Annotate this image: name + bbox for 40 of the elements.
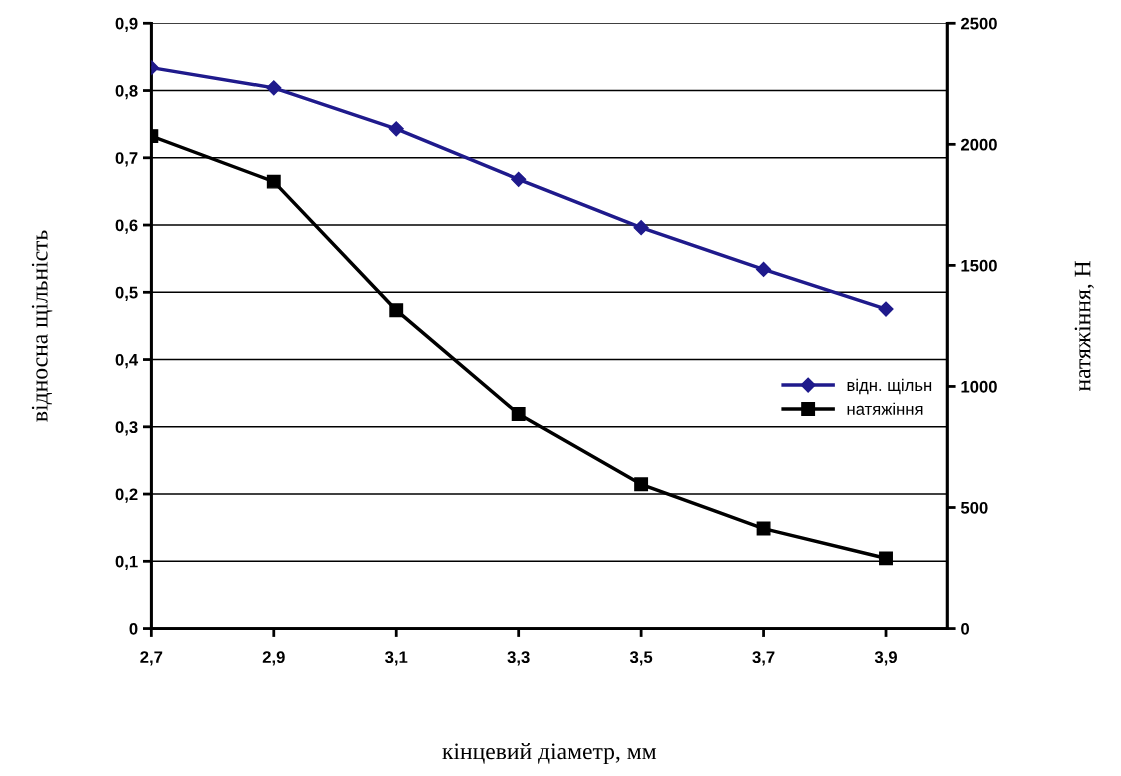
point xyxy=(878,301,894,317)
point xyxy=(756,521,771,536)
y2-tick-label: 1500 xyxy=(961,259,997,272)
y-tick-label: 0,7 xyxy=(115,152,138,167)
y-tick-label: 0,5 xyxy=(115,286,138,301)
y2-tick-label: 2000 xyxy=(961,138,997,151)
y2-tick-label: 2500 xyxy=(961,17,997,30)
y-axis-title: відносна щільність xyxy=(31,230,53,422)
y2-tick-label: 0 xyxy=(961,622,970,635)
point xyxy=(266,80,282,96)
y-tick-label: 0 xyxy=(129,622,138,635)
x-axis-title: кінцевий діаметр, мм xyxy=(442,742,657,765)
point xyxy=(266,174,281,189)
x-tick-label: 3,7 xyxy=(752,651,775,666)
point xyxy=(879,551,893,566)
y-tick-label: 0,4 xyxy=(115,353,139,369)
y-tick-label: 0,1 xyxy=(115,555,138,570)
y-tick-label: 0,9 xyxy=(115,17,138,32)
y-tick-label: 0,2 xyxy=(115,488,138,503)
x-tick-label: 3,5 xyxy=(629,651,653,666)
x-tick-label: 3,9 xyxy=(874,651,897,666)
y-tick-label: 0,6 xyxy=(115,219,138,234)
legend-label: натяжіння xyxy=(847,402,923,415)
point xyxy=(511,407,526,421)
point xyxy=(633,220,649,236)
point xyxy=(511,171,527,187)
y2-tick-label: 1000 xyxy=(961,380,997,393)
point xyxy=(389,303,404,318)
x-tick-label: 2,7 xyxy=(140,651,163,666)
y2-tick-label: 500 xyxy=(960,501,988,514)
y-tick-label: 0,8 xyxy=(115,84,138,100)
legend-label: відн. щільн xyxy=(847,378,932,395)
x-tick-label: 3,1 xyxy=(385,651,408,666)
y-tick-label: 0,3 xyxy=(115,421,138,436)
x-tick-label: 2,9 xyxy=(262,651,285,666)
point xyxy=(756,261,772,277)
y2-axis-title: натяжіння, Н xyxy=(1074,261,1094,392)
x-tick-label: 3,3 xyxy=(507,651,530,666)
point xyxy=(388,121,404,137)
point xyxy=(634,477,649,492)
